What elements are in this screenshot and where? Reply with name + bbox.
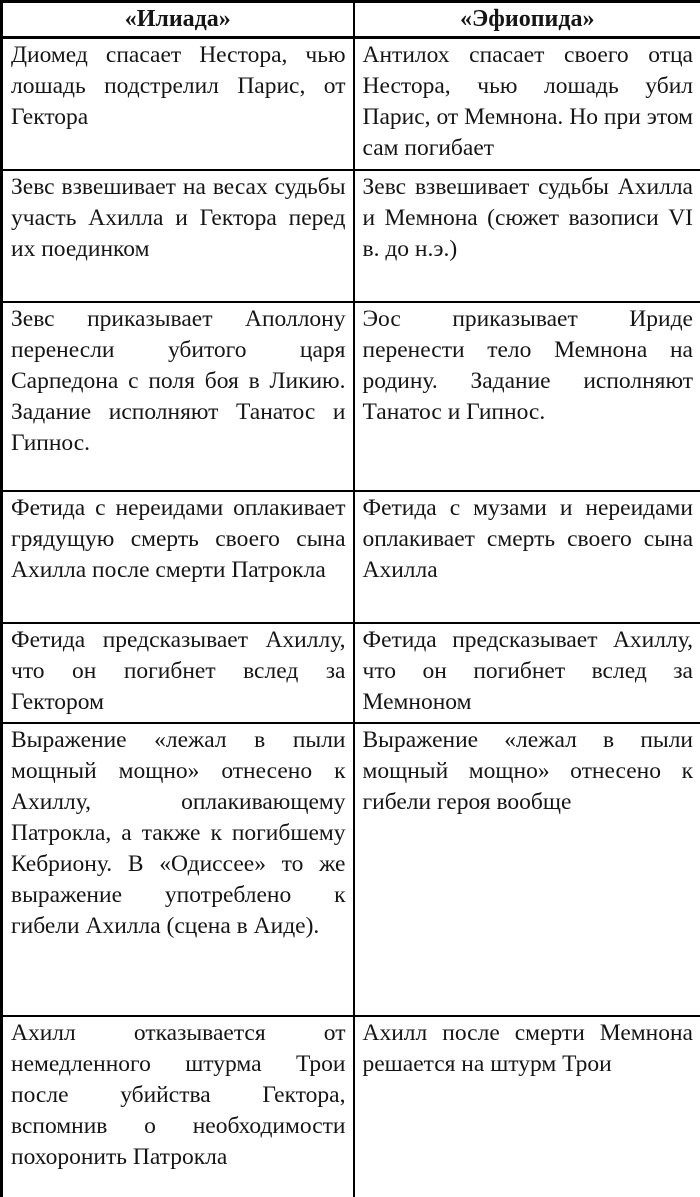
cell-iliada-5: Фетида предсказывает Ахиллу, что он поги… xyxy=(0,621,355,724)
cell-iliada-2: Зевс взвешивает на весах судьбы участь А… xyxy=(0,168,355,303)
table-row: Фетида предсказывает Ахиллу, что он поги… xyxy=(0,621,700,724)
table-row: Диомед спасает Нестора, чью лошадь подст… xyxy=(0,36,700,171)
cell-iliada-3: Зевс приказывает Аполлону перенесли убит… xyxy=(0,300,355,492)
cell-efiopida-7: Ахилл после смерти Мемнона решается на ш… xyxy=(352,1014,700,1197)
table-row: Ахилл отказывается от немедленного штурм… xyxy=(0,1014,700,1197)
column-header-iliada: «Илиада» xyxy=(0,0,355,39)
column-header-efiopida: «Эфиопида» xyxy=(352,0,700,39)
table-row: Зевс взвешивает на весах судьбы участь А… xyxy=(0,168,700,303)
table-row: Зевс приказывает Аполлону перенесли убит… xyxy=(0,300,700,492)
cell-efiopida-3: Эос приказывает Ириде перенести тело Мем… xyxy=(352,300,700,492)
cell-efiopida-4: Фетида с музами и нереидами оплакивает с… xyxy=(352,489,700,624)
cell-iliada-6: Выражение «лежал в пыли мощный мощно» от… xyxy=(0,721,355,1017)
cell-efiopida-5: Фетида предсказывает Ахиллу, что он поги… xyxy=(352,621,700,724)
cell-iliada-4: Фетида с нереидами оплакивает грядущую с… xyxy=(0,489,355,624)
cell-efiopida-1: Антилох спасает своего отца Нестора, чью… xyxy=(352,36,700,171)
header-row: «Илиада» «Эфиопида» xyxy=(0,0,700,39)
cell-iliada-7: Ахилл отказывается от немедленного штурм… xyxy=(0,1014,355,1197)
cell-iliada-1: Диомед спасает Нестора, чью лошадь подст… xyxy=(0,36,355,171)
table-row: Выражение «лежал в пыли мощный мощно» от… xyxy=(0,721,700,1017)
cell-efiopida-6: Выражение «лежал в пыли мощный мощно» от… xyxy=(352,721,700,1017)
cell-efiopida-2: Зевс взвешивает судьбы Ахилла и Мемнона … xyxy=(352,168,700,303)
table-row: Фетида с нереидами оплакивает грядущую с… xyxy=(0,489,700,624)
